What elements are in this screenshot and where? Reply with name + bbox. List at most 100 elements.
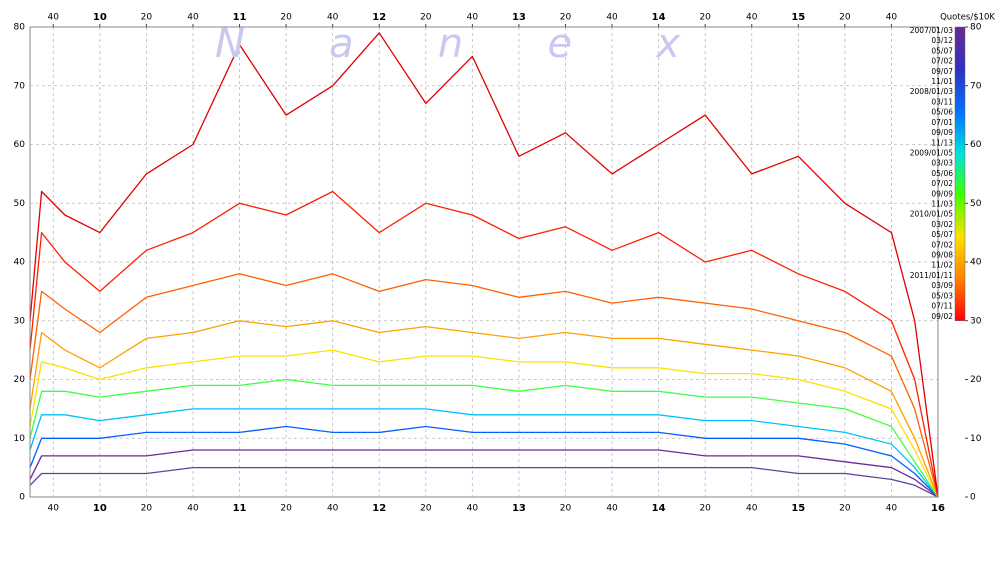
colorbar-label: 07/02	[931, 179, 953, 188]
x-top-tick-label: 40	[187, 13, 199, 23]
y-tick-label: 50	[14, 199, 26, 209]
colorbar-label: 2007/01/03	[910, 26, 953, 35]
y2-tick-label: 60	[970, 140, 982, 150]
y-tick-label: 0	[19, 493, 25, 503]
series-line	[29, 320, 939, 498]
x-tick-label: 14	[652, 503, 666, 514]
series-line	[29, 408, 939, 498]
series-line	[29, 32, 939, 498]
colorbar-label: 05/07	[931, 230, 953, 239]
x-top-tick-label: 20	[839, 13, 851, 23]
colorbar-label: 07/02	[931, 57, 953, 66]
x-top-tick-label: 10	[93, 12, 107, 23]
x-top-tick-label: 40	[886, 13, 898, 23]
x-tick-label: 40	[467, 504, 479, 514]
series-line	[29, 449, 939, 498]
x-tick-label: 15	[791, 503, 805, 514]
colorbar-label: 11/02	[931, 261, 953, 270]
x-top-tick-label: 14	[652, 12, 666, 23]
colorbar-label: 2009/01/05	[910, 148, 953, 157]
colorbar-label: 03/09	[931, 281, 953, 290]
x-tick-label: 10	[93, 503, 107, 514]
x-top-tick-label: 20	[699, 13, 711, 23]
x-top-tick-label: 13	[512, 12, 526, 23]
x-top-tick-label: 40	[746, 13, 758, 23]
lines	[29, 32, 939, 498]
series-line	[29, 273, 939, 498]
colorbar-label: 03/03	[931, 159, 953, 168]
series-line	[29, 378, 939, 498]
colorbar-label: 07/02	[931, 240, 953, 249]
x-tick-label: 40	[48, 504, 60, 514]
series-line	[29, 466, 939, 498]
x-top-tick-label: 20	[420, 13, 432, 23]
y-tick-label: 40	[14, 258, 26, 268]
y-tick-label: 20	[14, 375, 26, 385]
x-top-tick-label: 20	[141, 13, 153, 23]
colorbar-label: 09/02	[931, 312, 953, 321]
colorbar-label: 2011/01/11	[910, 271, 953, 280]
y2-tick-label: 80	[970, 23, 982, 33]
y2-tick-label: 40	[970, 258, 982, 268]
x-top-tick-label: 40	[606, 13, 618, 23]
colorbar-label: 2008/01/03	[910, 87, 953, 96]
x-tick-label: 20	[420, 504, 432, 514]
x-tick-label: 20	[141, 504, 153, 514]
colorbar-label: 07/11	[931, 302, 953, 311]
x-top-tick-label: 40	[327, 13, 339, 23]
colorbar-label: 09/09	[931, 189, 953, 198]
colorbar-label: 03/11	[931, 97, 953, 106]
x-top-tick-label: 12	[372, 12, 386, 23]
y2-tick-label: 0	[970, 493, 976, 503]
plot-frame	[29, 26, 939, 498]
x-tick-label: 40	[327, 504, 339, 514]
colorbar-label: 11/03	[931, 199, 953, 208]
y2-tick-label: 10	[970, 434, 982, 444]
x-top-tick-label: 15	[791, 12, 805, 23]
x-tick-label: 20	[699, 504, 711, 514]
x-tick-label: 16	[931, 503, 945, 514]
colorbar-label: 03/02	[931, 220, 953, 229]
y2-tick-label: 70	[970, 81, 982, 91]
colorbar-label: 11/13	[931, 138, 953, 147]
y2-tick-label: 20	[970, 375, 982, 385]
colorbar	[954, 26, 966, 321]
x-top-tick-label: 11	[233, 12, 247, 23]
x-tick-label: 40	[606, 504, 618, 514]
colorbar-label: 2010/01/05	[910, 210, 953, 219]
colorbar-label: 05/06	[931, 108, 953, 117]
x-top-tick-label: 40	[48, 13, 60, 23]
y-tick-label: 60	[14, 140, 26, 150]
x-tick-label: 40	[187, 504, 199, 514]
x-tick-label: 20	[280, 504, 292, 514]
x-tick-label: 13	[512, 503, 526, 514]
series-line	[29, 190, 939, 498]
watermark: N a n e x	[215, 21, 680, 67]
colorbar-label: 09/07	[931, 67, 953, 76]
x-top-tick-label: 20	[560, 13, 572, 23]
y2-tick-label: 30	[970, 316, 982, 326]
x-tick-label: 40	[746, 504, 758, 514]
colorbar-label: 05/03	[931, 291, 953, 300]
colorbar-label: 09/09	[931, 128, 953, 137]
x-top-tick-label: 40	[467, 13, 479, 23]
x-tick-label: 40	[886, 504, 898, 514]
x-tick-label: 20	[560, 504, 572, 514]
x-tick-label: 12	[372, 503, 386, 514]
y-tick-label: 30	[14, 316, 26, 326]
y-tick-label: 80	[14, 23, 26, 33]
axes: 0 10 20 30 40 50 60 70 80 0 10 20 30 40 50 60 70 80 40 10 20…	[14, 12, 982, 514]
x-top-tick-label: 20	[280, 13, 292, 23]
colorbar-label: 07/01	[931, 118, 953, 127]
x-tick-label: 20	[839, 504, 851, 514]
colorbar-label: 11/01	[931, 77, 953, 86]
series-line	[29, 425, 939, 498]
colorbar-label: 05/07	[931, 46, 953, 55]
y2-tick-label: 50	[970, 199, 982, 209]
y-tick-label: 70	[14, 81, 26, 91]
colorbar-label: 03/12	[931, 36, 953, 45]
x-tick-label: 11	[233, 503, 247, 514]
